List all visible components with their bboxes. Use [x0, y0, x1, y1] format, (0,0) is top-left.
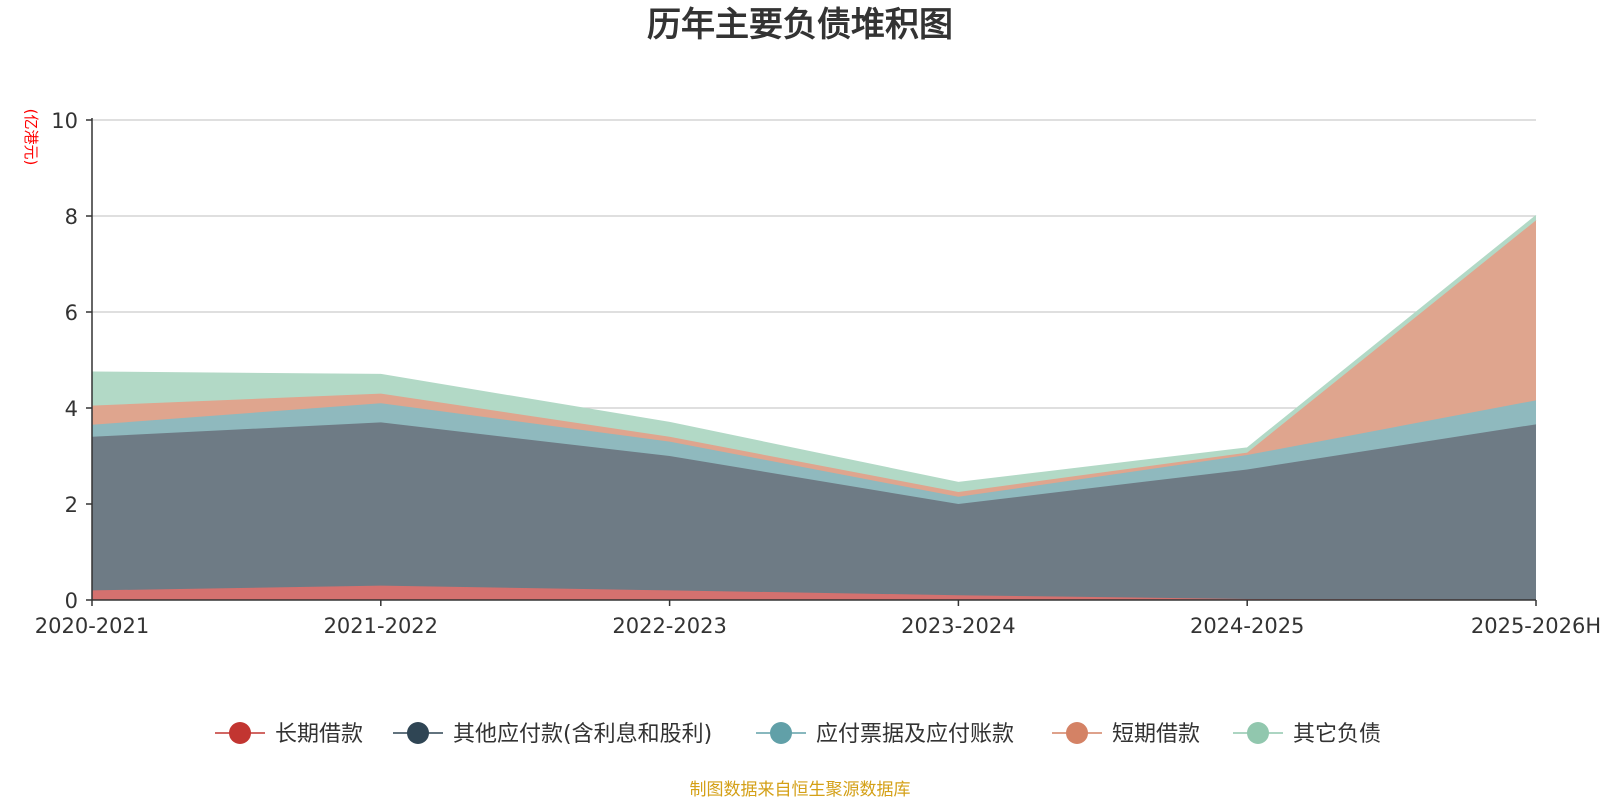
- area-series-1: [92, 585, 1536, 600]
- legend-circle-icon: [407, 722, 429, 744]
- area-series-3: [92, 400, 1536, 504]
- x-tick-label: 2024-2025: [1190, 614, 1304, 638]
- data-source-note: 制图数据来自恒生聚源数据库: [690, 780, 911, 800]
- legend-label: 其他应付款(含利息和股利): [453, 722, 712, 747]
- y-tick-label: 4: [65, 397, 78, 421]
- legend-circle-icon: [770, 722, 792, 744]
- legend-item-5[interactable]: 其它负债: [1233, 722, 1381, 747]
- x-tick-label: 2023-2024: [901, 614, 1015, 638]
- x-tick-label: 2021-2022: [324, 614, 438, 638]
- axes: 0 2 4 6 8 10 2020-2021 2021-2022 2022-2023 2023-2…: [35, 109, 1600, 638]
- chart-title: 历年主要负债堆积图: [647, 5, 953, 45]
- area-series-5-edge: [91, 215, 1537, 483]
- legend-item-4[interactable]: 短期借款: [1052, 722, 1200, 747]
- legend-item-1[interactable]: 长期借款: [215, 722, 363, 747]
- y-tick-label: 8: [65, 205, 78, 229]
- legend-circle-icon: [1066, 722, 1088, 744]
- legend-item-2[interactable]: 其他应付款(含利息和股利): [393, 722, 712, 747]
- area-series-2: [92, 422, 1536, 600]
- legend-item-3[interactable]: 应付票据及应付账款: [756, 722, 1014, 747]
- x-tick-label: 2022-2023: [612, 614, 726, 638]
- legend-label: 短期借款: [1112, 722, 1200, 747]
- y-tick-label: 10: [51, 109, 78, 133]
- y-tick-label: 0: [65, 589, 78, 613]
- y-axis-label: (亿港元): [22, 109, 40, 166]
- stacked-areas: [91, 215, 1537, 601]
- legend-label: 其它负债: [1293, 722, 1381, 747]
- x-tick-label: 2020-2021: [35, 614, 149, 638]
- legend-label: 长期借款: [275, 722, 363, 747]
- y-tick-label: 6: [65, 301, 78, 325]
- legend-circle-icon: [1247, 722, 1269, 744]
- legend-circle-icon: [229, 722, 251, 744]
- y-tick-label: 2: [65, 493, 78, 517]
- x-tick-label: 2025-2026H: [1471, 614, 1600, 638]
- legend[interactable]: 长期借款 其他应付款(含利息和股利) 应付票据及应付账款 短期借款 其它负债: [215, 722, 1381, 747]
- legend-label: 应付票据及应付账款: [816, 722, 1014, 747]
